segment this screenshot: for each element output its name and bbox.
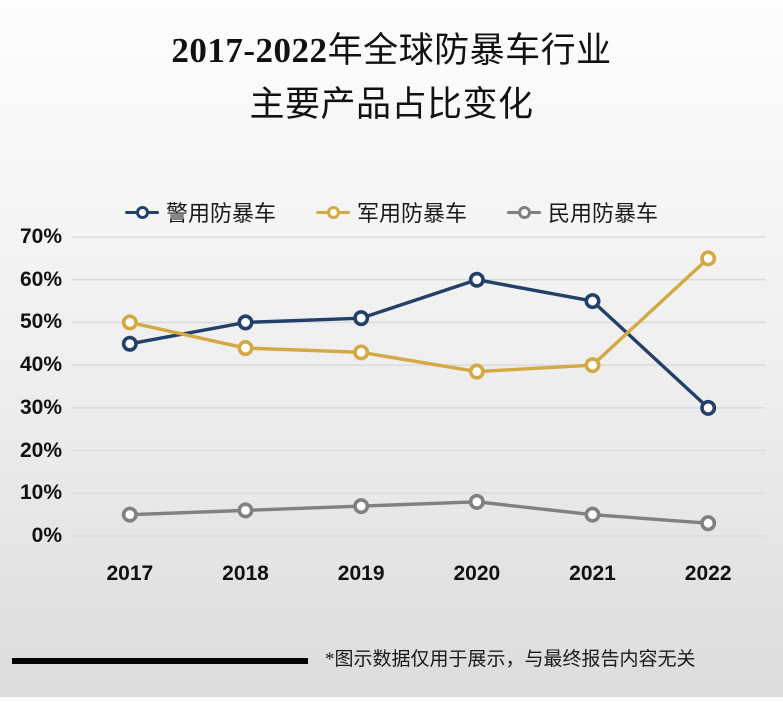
data-point-marker [353, 498, 370, 515]
data-point-marker [237, 340, 254, 357]
series-line [128, 278, 710, 410]
legend-item-label: 警用防暴车 [165, 201, 276, 226]
data-point-marker [584, 293, 601, 310]
data-point-marker [584, 506, 601, 523]
y-axis-tick-label: 10% [19, 481, 62, 505]
data-point-marker [584, 357, 601, 374]
chart-legend: 警用防暴车 军用防暴车 民用防暴车 [0, 196, 783, 228]
series-3 [121, 493, 717, 532]
y-axis-tick-label: 40% [19, 353, 62, 377]
data-point-marker [121, 506, 138, 523]
data-point-marker [700, 250, 717, 267]
y-axis-tick-label: 70% [19, 225, 62, 248]
data-point-marker [121, 314, 138, 331]
legend-item-3[interactable]: 民用防暴车 [507, 196, 658, 228]
data-point-marker [468, 363, 485, 380]
legend-marker-icon [124, 204, 159, 220]
page-title: 2017-2022年全球防暴车行业 主要产品占比变化 [0, 24, 783, 132]
series-1 [121, 271, 717, 416]
x-axis-tick-label: 2022 [684, 562, 732, 585]
footer-divider-rule [12, 658, 308, 664]
x-axis-tick-label: 2021 [569, 562, 616, 585]
legend-dot-swatch [135, 206, 149, 219]
series-line [128, 256, 710, 374]
legend-dot-swatch [518, 206, 531, 219]
y-axis-labels: 0% 10% 20% 30% 40% 50% 60% 70% [0, 0, 72, 697]
legend-item-label: 军用防暴车 [356, 201, 467, 226]
legend-marker-icon [315, 204, 350, 220]
data-point-marker [237, 314, 254, 331]
y-axis-tick-label: 30% [19, 395, 62, 419]
x-axis-tick-label: 2019 [337, 562, 385, 585]
data-point-marker [700, 399, 717, 416]
data-point-marker [121, 335, 138, 352]
gridlines-group [72, 236, 766, 537]
data-point-marker [237, 502, 254, 519]
legend-marker-icon [507, 204, 541, 220]
data-point-marker [353, 344, 370, 361]
title-line-1-text: 年全球防暴车行业 [327, 31, 612, 70]
x-axis-tick-label: 2020 [453, 562, 501, 585]
data-point-marker [353, 310, 370, 327]
y-axis-tick-label: 60% [19, 267, 62, 291]
title-year-range: 2017-2022 [171, 31, 328, 70]
y-axis-tick-label: 50% [19, 310, 62, 334]
footnote-text: *图示数据仅用于展示，与最终报告内容无关 [325, 649, 696, 670]
data-point-marker [700, 515, 717, 532]
series-2 [121, 250, 717, 380]
legend-dot-swatch [326, 206, 340, 219]
legend-item-2[interactable]: 军用防暴车 [315, 196, 467, 228]
series-line [128, 500, 710, 525]
data-point-marker [468, 493, 485, 510]
legend-item-label: 民用防暴车 [548, 201, 659, 226]
y-axis-tick-label: 20% [19, 438, 62, 462]
x-axis-tick-label: 2017 [106, 562, 154, 585]
y-axis-tick-label: 0% [31, 524, 62, 547]
title-line-2: 主要产品占比变化 [249, 85, 534, 124]
title-line-1: 2017-2022年全球防暴车行业 [0, 24, 783, 78]
x-axis-tick-label: 2018 [222, 562, 269, 585]
legend-item-1[interactable]: 警用防暴车 [124, 196, 276, 228]
data-point-marker [468, 271, 485, 288]
